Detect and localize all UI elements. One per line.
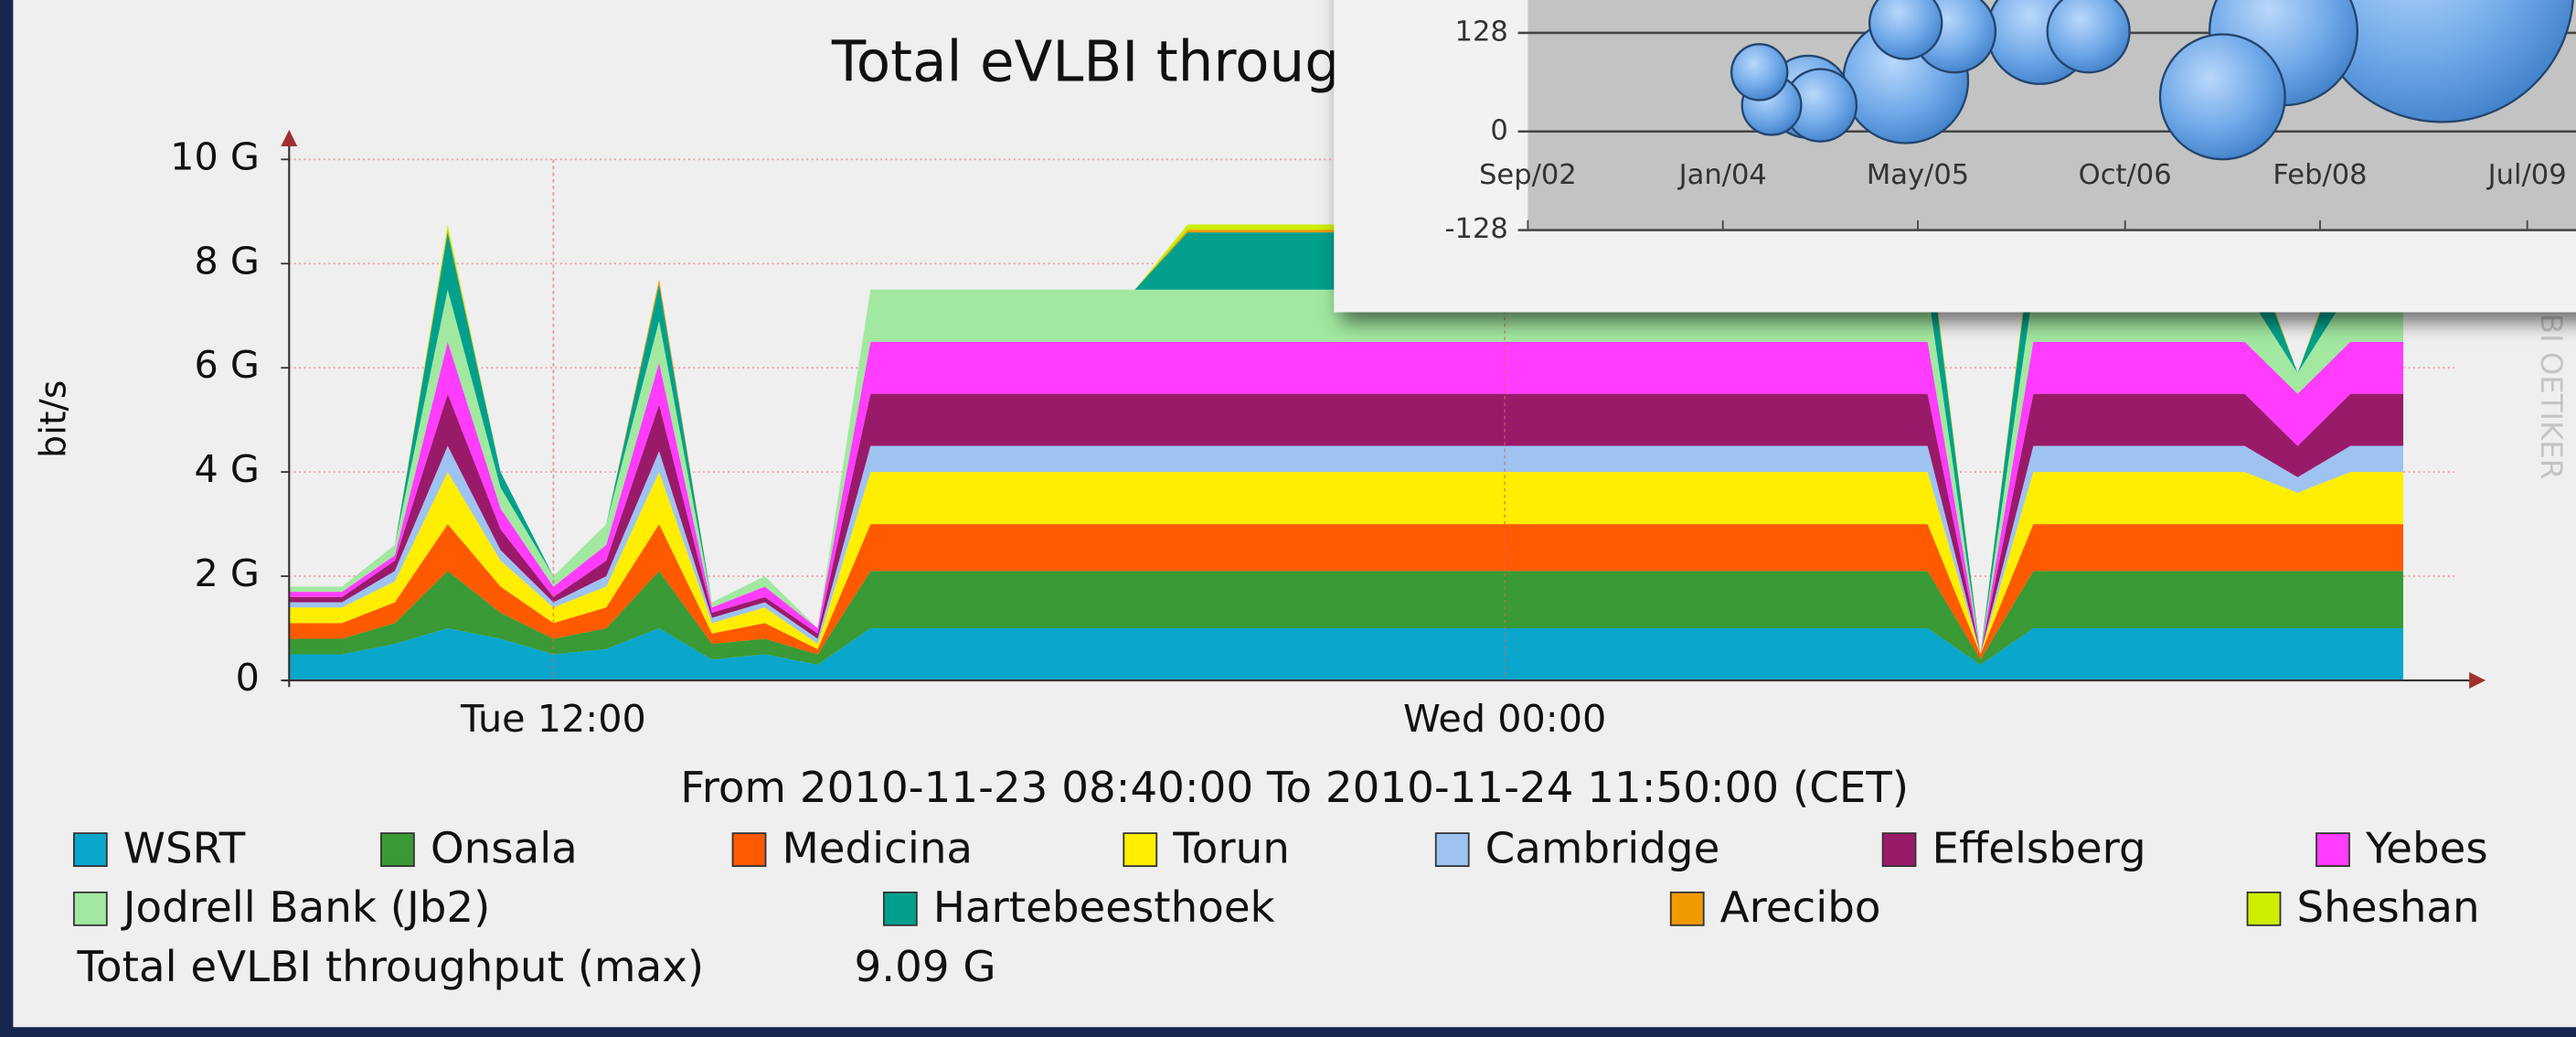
legend-swatch xyxy=(381,833,414,866)
x-tick-label: Tue 12:00 xyxy=(460,697,646,741)
y-tick-label: 6 G xyxy=(194,343,259,387)
bubble xyxy=(1731,44,1787,100)
y-tick-label: 4 G xyxy=(194,447,259,491)
legend-swatch xyxy=(1883,833,1916,866)
legend-swatch xyxy=(74,833,107,866)
x-tick-label: May/05 xyxy=(1867,159,1969,191)
legend-swatch xyxy=(733,833,766,866)
legend-label: Cambridge xyxy=(1485,824,1720,873)
x-tick-label: Jul/09 xyxy=(2486,159,2567,191)
legend-swatch xyxy=(2316,833,2349,866)
bubble xyxy=(2160,35,2285,160)
time-range: From 2010-11-23 08:40:00 To 2010-11-24 1… xyxy=(680,764,1909,813)
page: Total eVLBI throughput bit/s RRDTOOL / T… xyxy=(0,0,2576,1037)
y-axis-label: bit/s xyxy=(33,380,75,458)
legend-swatch xyxy=(884,893,917,925)
y-tick-label: 0 xyxy=(236,656,260,700)
y-tick-label: 10 G xyxy=(170,134,260,178)
bubble xyxy=(2048,0,2130,72)
legend-label: Sheshan xyxy=(2296,883,2479,933)
legend-label: Effelsberg xyxy=(1932,824,2145,873)
screenshot: Total eVLBI throughput bit/s RRDTOOL / T… xyxy=(0,0,2576,1037)
legend-swatch xyxy=(1123,833,1156,866)
y-tick-label: 0 xyxy=(1490,114,1507,146)
legend-swatch xyxy=(2248,893,2281,925)
x-tick-label: Wed 00:00 xyxy=(1403,697,1606,741)
overlay-window: -128 0 128 Sep/02 Jan/04 May/05 Oct/06 Feb/08 Ju… xyxy=(1334,0,2576,312)
legend-label: Torun xyxy=(1172,824,1290,873)
x-tick-label: Sep/02 xyxy=(1479,159,1577,191)
x-tick-label: Jan/04 xyxy=(1677,159,1767,191)
y-tick-label: 128 xyxy=(1455,16,1508,48)
legend-label: Jodrell Bank (Jb2) xyxy=(121,883,491,933)
summary-label: Total eVLBI throughput (max) xyxy=(76,943,704,992)
legend-swatch xyxy=(1671,893,1704,925)
legend-label: Medicina xyxy=(782,824,973,873)
x-tick-label: Oct/06 xyxy=(2079,159,2172,191)
summary-value: 9.09 G xyxy=(855,943,996,992)
legend-swatch xyxy=(74,893,107,925)
legend-label: Arecibo xyxy=(1720,883,1881,933)
y-tick-label: -128 xyxy=(1444,213,1507,245)
legend-label: Onsala xyxy=(431,824,578,873)
legend-label: Hartebeesthoek xyxy=(933,883,1275,933)
y-tick-label: 8 G xyxy=(194,239,259,283)
legend-label: Yebes xyxy=(2365,824,2488,873)
y-tick-label: 2 G xyxy=(194,551,259,595)
x-tick-label: Feb/08 xyxy=(2273,159,2367,191)
legend-label: WSRT xyxy=(123,824,246,873)
legend-swatch xyxy=(1436,833,1469,866)
